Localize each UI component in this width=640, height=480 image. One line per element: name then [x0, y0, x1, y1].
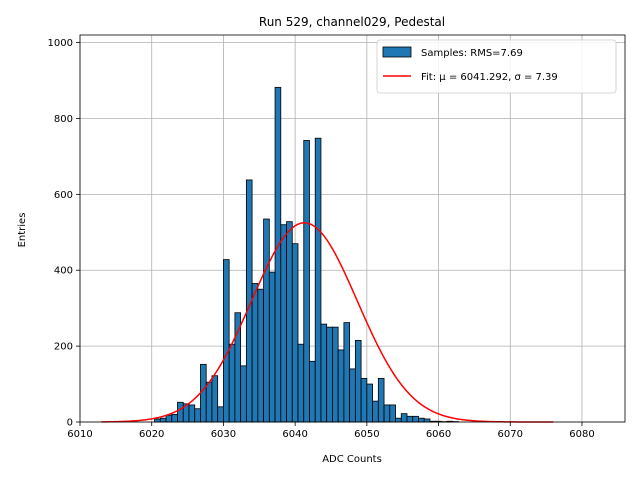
x-axis-ticks: 6010 6020 6030 6040 6050 6060 6070 6080: [67, 422, 595, 440]
x-tick-label: 6040: [282, 429, 307, 440]
histogram-bar: [297, 343, 305, 423]
histogram-bar: [343, 322, 351, 423]
histogram-bar: [360, 377, 368, 423]
histogram-bar: [154, 418, 161, 423]
histogram-bar: [286, 221, 293, 423]
histogram-bar: [223, 259, 230, 423]
gaussian-fit-line: [101, 222, 554, 423]
histogram-bar: [309, 360, 316, 423]
x-gridlines: [79, 35, 583, 422]
histogram-bar: [412, 415, 419, 423]
histogram-bar: [257, 288, 264, 423]
histogram-bar: [280, 224, 287, 423]
histogram-bar: [366, 383, 373, 423]
x-axis-label: ADC Counts: [322, 454, 382, 465]
histogram-bar: [314, 137, 322, 423]
histogram-bar: [268, 271, 276, 423]
histogram-bar: [165, 414, 173, 423]
y-gridlines: [80, 42, 625, 423]
histogram-bar: [200, 363, 207, 423]
y-tick-label: 1000: [48, 38, 73, 49]
y-axis-ticks: 0 200 400 600 800 1000: [48, 38, 80, 429]
legend-bar-swatch: [382, 46, 412, 58]
histogram-bar: [274, 86, 282, 423]
histogram-bar: [377, 377, 385, 423]
histogram-bar: [159, 417, 167, 423]
histogram-bar: [171, 414, 178, 423]
y-tick-label: 800: [54, 114, 73, 125]
histogram-bar: [263, 218, 270, 423]
histogram-bar: [337, 349, 345, 423]
histogram-bar: [418, 417, 425, 423]
y-tick-label: 600: [54, 190, 73, 201]
histogram-bar: [389, 404, 396, 423]
histogram-bar: [383, 404, 391, 423]
x-tick-label: 6020: [139, 429, 164, 440]
histogram-bar: [251, 283, 259, 423]
histogram-bar: [395, 417, 402, 423]
y-tick-label: 0: [67, 418, 73, 429]
legend-label-fit: Fit: μ = 6041.292, σ = 7.39: [421, 72, 558, 83]
legend-label-samples: Samples: RMS=7.69: [421, 48, 523, 59]
y-axis-label: Entries: [17, 213, 28, 248]
histogram-bar: [326, 326, 333, 423]
histogram-bar: [188, 404, 196, 423]
legend: Samples: RMS=7.69 Fit: μ = 6041.292, σ =…: [376, 39, 617, 94]
histogram-bar: [291, 243, 299, 423]
histogram-bar: [406, 415, 414, 423]
histogram-bar: [372, 400, 379, 423]
histogram-bar: [234, 312, 242, 423]
histogram-bar: [177, 401, 184, 423]
histogram-bar: [228, 343, 236, 423]
histogram-bar: [240, 365, 247, 423]
histogram-bar: [423, 418, 431, 423]
y-tick-label: 400: [54, 266, 73, 277]
histogram-bar: [217, 406, 224, 423]
x-tick-label: 6050: [354, 429, 379, 440]
x-tick-label: 6010: [67, 429, 92, 440]
histogram-bar: [400, 413, 408, 423]
histogram-bar: [354, 340, 362, 423]
plot-frame: [79, 34, 626, 423]
histogram-bar: [194, 408, 201, 423]
histogram-bar: [205, 381, 213, 423]
histogram-bar: [211, 375, 219, 423]
chart-title: Run 529, channel029, Pedestal: [259, 15, 445, 29]
histogram-bar: [349, 368, 356, 423]
x-tick-label: 6080: [569, 429, 594, 440]
histogram-bar: [332, 326, 339, 423]
x-tick-label: 6030: [211, 429, 236, 440]
x-tick-label: 6060: [426, 429, 451, 440]
x-tick-label: 6070: [498, 429, 523, 440]
histogram-bar: [303, 140, 310, 423]
y-tick-label: 200: [54, 342, 73, 353]
legend-box: [376, 39, 617, 94]
histogram-bars: [154, 86, 460, 423]
histogram-bar: [320, 323, 328, 423]
